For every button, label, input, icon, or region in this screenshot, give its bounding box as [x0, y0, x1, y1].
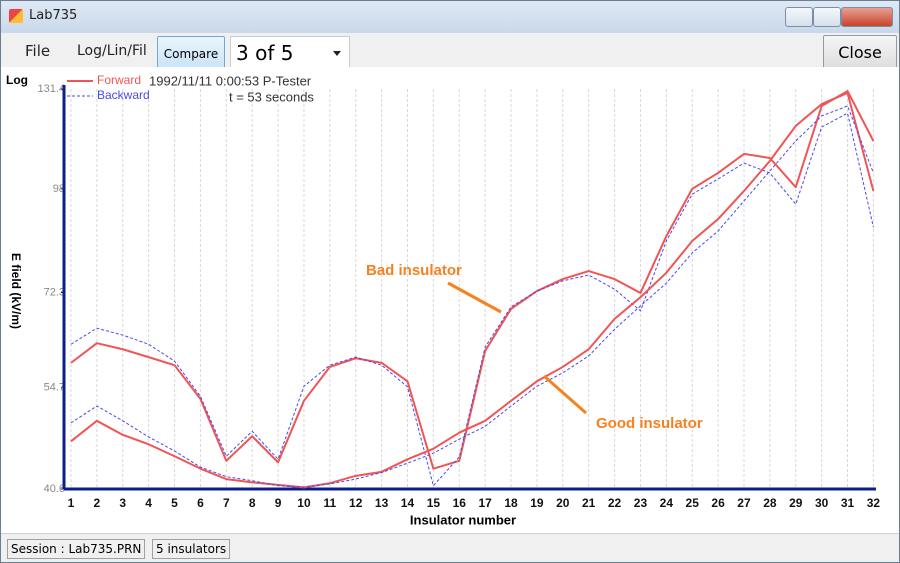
dataset-selector[interactable]: 3 of 5	[230, 36, 350, 68]
chart: 1 2 3 4 5 6 7 8 9 10 11 12 13 14 15 16 17 18 19 20 21 22 23 24 2…	[1, 67, 899, 533]
x-tick-label: 8	[249, 496, 256, 510]
series-line	[70, 105, 874, 488]
legend-label: Forward	[97, 73, 141, 87]
x-tick-label: 12	[349, 496, 363, 510]
x-tick-label: 28	[763, 496, 777, 510]
file-menu[interactable]: File	[25, 42, 51, 60]
x-tick-label: 9	[275, 496, 282, 510]
y-axis-label: E field (kV/m)	[9, 253, 23, 329]
x-tick-label: 29	[789, 496, 803, 510]
annotation-arrow	[447, 281, 502, 314]
x-tick-label: 26	[711, 496, 725, 510]
series-line	[70, 91, 875, 489]
title-bar: Lab735	[1, 1, 899, 33]
x-tick-label: 3	[119, 496, 126, 510]
x-tick-label: 16	[453, 496, 467, 510]
app-icon	[9, 9, 23, 23]
x-tick-label: 23	[634, 496, 648, 510]
x-tick-label: 14	[401, 496, 415, 510]
session-label: Session : Lab735.PRN	[7, 539, 146, 559]
x-tick-label: 31	[841, 496, 855, 510]
series-line	[70, 112, 874, 487]
x-tick-label: 7	[223, 496, 230, 510]
annotation: Bad insulator	[366, 262, 462, 279]
annotation: Good insulator	[596, 415, 703, 432]
x-tick-label: 6	[197, 496, 204, 510]
x-tick-label: 24	[660, 496, 674, 510]
x-tick-label: 30	[815, 496, 829, 510]
y-tick-label: 72.3	[44, 286, 65, 298]
x-tick-label: 17	[478, 496, 492, 510]
x-tick-label: 2	[94, 496, 101, 510]
toolbar: File Log/Lin/Fil Compare 3 of 5 Close	[1, 33, 899, 72]
x-axis-label: Insulator number	[410, 512, 516, 527]
y-tick-label: 54.7	[44, 381, 65, 393]
x-tick-label: 18	[504, 496, 518, 510]
annotation-arrow	[543, 374, 587, 415]
x-tick-label: 15	[427, 496, 441, 510]
window-title: Lab735	[29, 8, 78, 23]
close-window-button[interactable]	[841, 7, 893, 27]
scale-menu[interactable]: Log/Lin/Fil	[77, 43, 147, 59]
y-tick-label: 131.4	[37, 83, 65, 95]
x-tick-label: 10	[297, 496, 311, 510]
x-tick-label: 25	[686, 496, 700, 510]
x-tick-label: 21	[582, 496, 596, 510]
status-bar: Session : Lab735.PRN 5 insulators	[1, 533, 899, 562]
maximize-button[interactable]	[813, 7, 841, 27]
y-tick-label: 98	[53, 183, 65, 195]
scale-label: Log	[6, 73, 28, 87]
dropdown-arrow	[333, 51, 341, 56]
minimize-button[interactable]	[785, 7, 813, 27]
x-tick-label: 22	[608, 496, 622, 510]
close-button[interactable]: Close	[823, 35, 897, 71]
header-line: t = 53 seconds	[229, 89, 314, 104]
x-tick-label: 19	[530, 496, 544, 510]
series-line	[70, 90, 875, 470]
x-tick-label: 4	[145, 496, 152, 510]
chart-background	[1, 67, 899, 533]
x-tick-label: 13	[375, 496, 389, 510]
header-line: 1992/11/11 0:00:53 P-Tester	[149, 73, 312, 88]
x-tick-label: 20	[556, 496, 570, 510]
x-tick-label: 27	[737, 496, 751, 510]
y-tick-label: 40.6	[44, 483, 65, 495]
compare-button[interactable]: Compare	[157, 36, 225, 72]
x-tick-label: 5	[171, 496, 178, 510]
legend-label: Backward	[97, 88, 150, 102]
x-tick-label: 1	[68, 496, 75, 510]
selector-value: 3 of 5	[236, 41, 294, 65]
insulator-count: 5 insulators	[152, 539, 231, 559]
x-tick-label: 11	[323, 496, 336, 510]
x-tick-label: 32	[867, 496, 881, 510]
